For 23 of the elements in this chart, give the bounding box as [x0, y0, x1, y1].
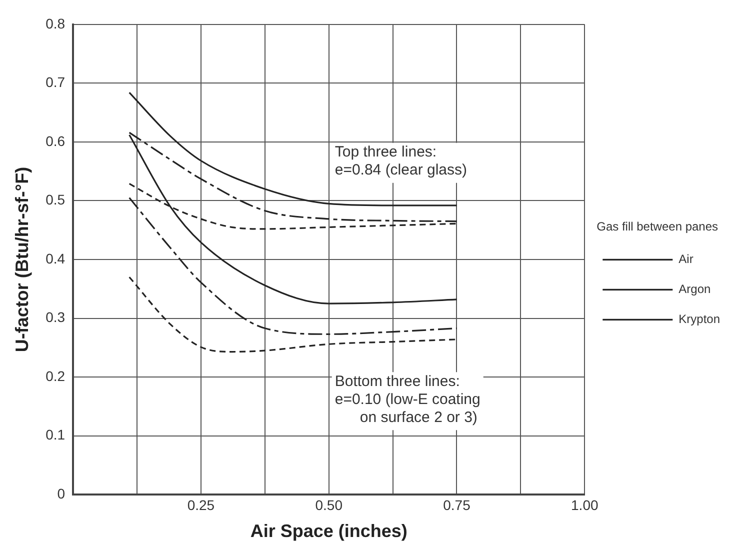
- annotation: Top three lines: e=0.84 (clear glass): [334, 144, 468, 179]
- x-axis-title: Air Space (inches): [250, 521, 408, 542]
- line-series: [128, 276, 458, 353]
- x-tick-label: 0.25: [187, 496, 215, 513]
- text: Argon: [678, 282, 711, 296]
- x-tick-label: 1.00: [571, 496, 598, 513]
- y-axis-title: U-factor (Btu/hr-sf-°F): [12, 166, 32, 352]
- x-tick-label: 0.75: [443, 496, 471, 513]
- y-tick-label: 0.2: [46, 368, 66, 384]
- text: Air: [678, 252, 694, 266]
- x-tick-label: 0.50: [315, 496, 343, 513]
- y-tick-label: 0.1: [46, 426, 66, 443]
- y-tick-label: 0.7: [46, 74, 66, 90]
- legend-title: Gas fill between panes: [596, 220, 718, 234]
- y-tick-label: 0.8: [46, 15, 66, 32]
- y-tick-label: 0.6: [46, 132, 66, 149]
- y-tick-label: 0: [57, 485, 66, 502]
- y-tick-label: 0.3: [46, 309, 66, 326]
- y-tick-label: 0.5: [46, 192, 66, 208]
- text: Krypton: [678, 312, 720, 326]
- annotation: Bottom three lines: e=0.10 (low-E coating on surface 2 or 3): [334, 372, 480, 426]
- line-series: [128, 196, 458, 335]
- y-tick-label: 0.4: [46, 250, 66, 266]
